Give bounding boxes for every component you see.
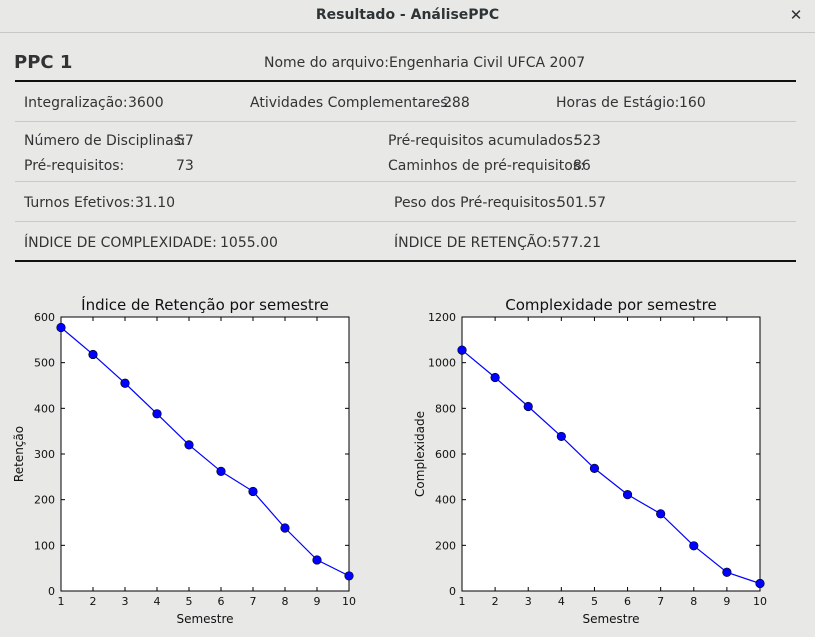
section-divider <box>15 221 796 222</box>
ppc-label: PPC 1 <box>14 52 73 73</box>
x-tick-label: 4 <box>154 595 161 608</box>
x-tick-label: 6 <box>218 595 225 608</box>
y-tick-label: 100 <box>34 539 55 552</box>
prereq-value: 73 <box>176 158 194 174</box>
x-tick-label: 8 <box>282 595 289 608</box>
turnos-label: Turnos Efetivos: <box>24 195 135 211</box>
data-point <box>722 567 732 577</box>
indice-complexidade-value: 1055.00 <box>220 235 278 251</box>
header-divider <box>15 80 796 82</box>
x-tick-label: 9 <box>314 595 321 608</box>
data-point <box>589 463 600 473</box>
x-tick-label: 2 <box>492 595 499 608</box>
atividades-label: Atividades Complementares: <box>250 95 453 111</box>
data-point <box>457 345 467 355</box>
section-divider <box>15 181 796 182</box>
x-tick-label: 1 <box>459 595 466 608</box>
integralizacao-value: 3600 <box>128 95 164 111</box>
x-tick-label: 5 <box>186 595 193 608</box>
x-tick-label: 10 <box>753 595 767 608</box>
x-tick-label: 10 <box>342 595 356 608</box>
num-disciplinas-value: 57 <box>176 133 194 149</box>
data-point <box>490 372 500 383</box>
data-point <box>556 431 566 442</box>
data-point <box>56 322 66 333</box>
indice-retencao-value: 577.21 <box>552 235 601 251</box>
peso-prereq-value: 501.57 <box>557 195 606 211</box>
x-tick-label: 4 <box>558 595 565 608</box>
caminhos-label: Caminhos de pré-requisitos: <box>388 158 585 174</box>
file-name-value: Engenharia Civil UFCA 2007 <box>389 55 586 71</box>
x-axis-label: Semestre <box>176 612 233 626</box>
y-tick-label: 200 <box>34 494 55 507</box>
data-point <box>656 509 666 519</box>
y-tick-label: 400 <box>34 402 55 415</box>
data-point <box>622 490 633 500</box>
data-point <box>312 555 322 565</box>
data-point <box>523 401 533 412</box>
data-point <box>689 541 699 551</box>
x-tick-label: 1 <box>58 595 65 608</box>
window-titlebar: Resultado - AnálisePPC ✕ <box>0 0 815 33</box>
retencao-chart: Índice de Retenção por semestre 0 100 200 30… <box>12 295 356 626</box>
y-tick-label: 600 <box>435 448 456 461</box>
x-tick-label: 3 <box>122 595 129 608</box>
y-tick-label: 300 <box>34 448 55 461</box>
plot-area <box>461 316 761 592</box>
atividades-value: 288 <box>443 95 470 111</box>
close-icon[interactable]: ✕ <box>789 6 803 24</box>
caminhos-value: 86 <box>573 158 591 174</box>
complexidade-chart: Complexidade por semestre 0 200 400 600 800 10… <box>413 296 767 626</box>
prereq-label: Pré-requisitos: <box>24 158 125 174</box>
data-point <box>88 349 98 360</box>
series-line <box>461 349 761 585</box>
estagio-value: 160 <box>679 95 706 111</box>
y-tick-label: 800 <box>435 402 456 415</box>
prereq-acumulados-value: 523 <box>574 133 601 149</box>
chart-title: Índice de Retenção por semestre <box>81 295 329 314</box>
x-axis-label: Semestre <box>582 612 639 626</box>
turnos-value: 31.10 <box>135 195 176 211</box>
indice-complexidade-label: ÍNDICE DE COMPLEXIDADE: <box>24 235 217 251</box>
chart-title: Complexidade por semestre <box>505 296 716 314</box>
y-tick-label: 600 <box>34 311 55 324</box>
x-tick-label: 8 <box>690 595 697 608</box>
data-point <box>216 466 226 476</box>
x-tick-label: 2 <box>90 595 97 608</box>
y-tick-label: 1200 <box>428 311 456 324</box>
data-point <box>120 378 130 388</box>
num-disciplinas-label: Número de Disciplinas: <box>24 133 186 149</box>
y-tick-label: 0 <box>48 585 55 598</box>
x-tick-label: 5 <box>591 595 598 608</box>
indice-retencao-label: ÍNDICE DE RETENÇÃO: <box>394 235 552 251</box>
prereq-acumulados-label: Pré-requisitos acumulados: <box>388 133 578 149</box>
y-tick-label: 200 <box>435 539 456 552</box>
x-tick-label: 3 <box>525 595 532 608</box>
y-tick-label: 500 <box>34 357 55 370</box>
x-tick-label: 9 <box>723 595 730 608</box>
footer-divider <box>15 260 796 262</box>
section-divider <box>15 121 796 122</box>
window-title: Resultado - AnálisePPC <box>315 7 500 23</box>
y-tick-label: 1000 <box>428 357 456 370</box>
peso-prereq-label: Peso dos Pré-requisitos: <box>394 195 561 211</box>
y-axis-label: Retenção <box>12 426 26 482</box>
data-point <box>755 578 765 589</box>
x-tick-label: 7 <box>250 595 257 608</box>
file-name-label: Nome do arquivo: <box>264 55 389 71</box>
data-point <box>248 486 258 497</box>
x-tick-label: 6 <box>624 595 631 608</box>
y-axis-label: Complexidade <box>413 411 427 497</box>
y-tick-label: 400 <box>435 494 456 507</box>
y-tick-label: 0 <box>449 585 456 598</box>
estagio-label: Horas de Estágio: <box>556 95 680 111</box>
plot-area <box>60 316 350 592</box>
series-line <box>60 327 350 577</box>
x-tick-label: 7 <box>657 595 664 608</box>
data-point <box>184 440 194 450</box>
data-point <box>344 571 354 581</box>
data-point <box>152 409 162 419</box>
data-point <box>280 523 290 533</box>
integralizacao-label: Integralização: <box>24 95 128 111</box>
